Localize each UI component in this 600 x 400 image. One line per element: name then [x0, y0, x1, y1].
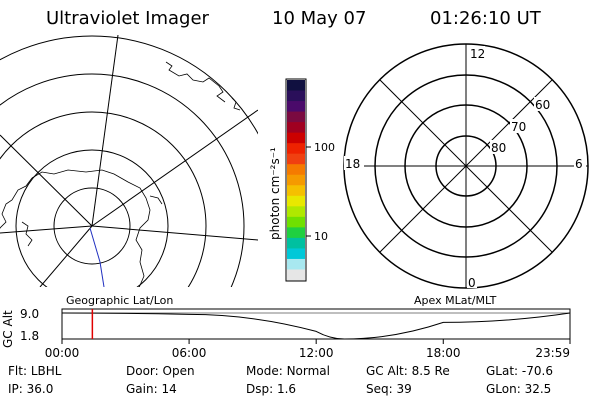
colorbar-cell [287, 101, 305, 113]
colorbar-tick-label-100: 100 [314, 141, 335, 154]
lat-label-60: 60 [535, 98, 550, 112]
geographic-map [0, 35, 258, 287]
dsp-label: Dsp: [246, 382, 274, 396]
glon-label: GLon: [486, 382, 521, 396]
colorbar-cell [287, 143, 305, 155]
colorbar-cell [287, 174, 305, 186]
colorbar-cell [287, 111, 305, 123]
gcalt-label: GC Alt: [366, 364, 408, 378]
colorbar-frame [285, 78, 307, 282]
colorbar-cell [287, 153, 305, 165]
dsp-info: Dsp: 1.6 [246, 382, 296, 396]
right-panel-coord-label: Apex MLat/MLT [414, 294, 497, 307]
gain-label: Gain: [126, 382, 158, 396]
seq-label: Seq: [366, 382, 393, 396]
door-info: Door: Open [126, 364, 195, 378]
gain-value: 14 [161, 382, 177, 396]
ip-label: IP: [8, 382, 23, 396]
mlt-label-6-bg [574, 156, 586, 170]
timeline-xtick-label: 23:59 [535, 346, 570, 360]
colorbar-cell [287, 195, 305, 207]
glat-value: -70.6 [521, 364, 553, 378]
colorbar-cell [287, 90, 305, 102]
instrument-title: Ultraviolet Imager [46, 8, 209, 29]
timeline-xtick-label: 06:00 [172, 346, 207, 360]
glat-info: GLat: -70.6 [486, 364, 553, 378]
door-label: Door: [126, 364, 159, 378]
altitude-curve [61, 312, 571, 340]
timeline-xtick-label: 18:00 [426, 346, 461, 360]
polar-plot: 12 18 6 0 60 70 80 [343, 43, 589, 290]
longitude-lines [0, 35, 258, 287]
timeline-xtick-label: 12:00 [299, 346, 334, 360]
seq-info: Seq: 39 [366, 382, 412, 396]
timeline-ylabel: GC Alt [1, 310, 15, 348]
filter-label: Flt: [8, 364, 27, 378]
date-label: 10 May 07 [272, 8, 367, 29]
filter-info: Flt: LBHL [8, 364, 61, 378]
gain-info: Gain: 14 [126, 382, 177, 396]
mlt-label-6: 6 [575, 157, 583, 171]
mlt-label-0-bg [467, 276, 477, 288]
mode-info: Mode: Normal [246, 364, 330, 378]
colorbar-cell [287, 185, 305, 197]
lat-label-80: 80 [491, 141, 506, 155]
mlt-label-12: 12 [470, 47, 485, 61]
left-panel-coord-label: Geographic Lat/Lon [66, 294, 173, 307]
door-value: Open [162, 364, 195, 378]
seq-value: 39 [396, 382, 412, 396]
dsp-value: 1.6 [276, 382, 297, 396]
mlt-label-18-bg [344, 156, 364, 170]
latitude-circles [0, 35, 258, 287]
glon-value: 32.5 [524, 382, 552, 396]
mlt-label-18: 18 [345, 157, 360, 171]
lat-label-70: 70 [511, 120, 526, 134]
mode-value: Normal [286, 364, 330, 378]
lat-label-80-bg [490, 140, 508, 154]
gcalt-info: GC Alt: 8.5 Re [366, 364, 450, 378]
colorbar-cell [287, 132, 305, 144]
gcalt-value: 8.5 Re [411, 364, 450, 378]
colorbar-cell [287, 80, 305, 92]
timeline-ytick-bottom: 1.8 [20, 329, 39, 343]
lat-label-70-bg [510, 119, 528, 133]
colorbar-tick-label-10: 10 [314, 230, 328, 243]
satellite-ground-track [89, 227, 105, 287]
colorbar-cell [287, 164, 305, 176]
altitude-timeline: Geographic Lat/Lon Apex MLat/MLT 9.0 1.8… [1, 294, 571, 360]
colorbar-unit-label: photon cm⁻²s⁻¹ [268, 147, 282, 240]
timeline-xticks: 00:00 06:00 12:00 18:00 23:59 [45, 339, 571, 360]
colorbar-cell [287, 227, 305, 239]
mlt-label-12-bg [469, 46, 485, 60]
coastline [0, 61, 241, 287]
colorbar-cell [287, 122, 305, 134]
timeline-xtick-label: 00:00 [45, 346, 80, 360]
colorbar-cell [287, 269, 305, 281]
filter-value: LBHL [30, 364, 62, 378]
lat-label-60-bg [534, 97, 552, 111]
time-label: 01:26:10 UT [430, 8, 541, 29]
colorbar: 100 10 photon cm⁻²s⁻¹ [268, 78, 335, 282]
ip-info: IP: 36.0 [8, 382, 53, 396]
colorbar-cell [287, 216, 305, 228]
colorbar-cell [287, 206, 305, 218]
glat-label: GLat: [486, 364, 519, 378]
polar-spokes [344, 44, 588, 288]
mlt-label-0: 0 [468, 276, 476, 290]
mode-label: Mode: [246, 364, 283, 378]
colorbar-cell [287, 248, 305, 260]
timeline-ytick-top: 9.0 [20, 307, 39, 321]
ip-value: 36.0 [26, 382, 54, 396]
colorbar-cell [287, 258, 305, 271]
colorbar-cell [287, 237, 305, 250]
glon-info: GLon: 32.5 [486, 382, 551, 396]
